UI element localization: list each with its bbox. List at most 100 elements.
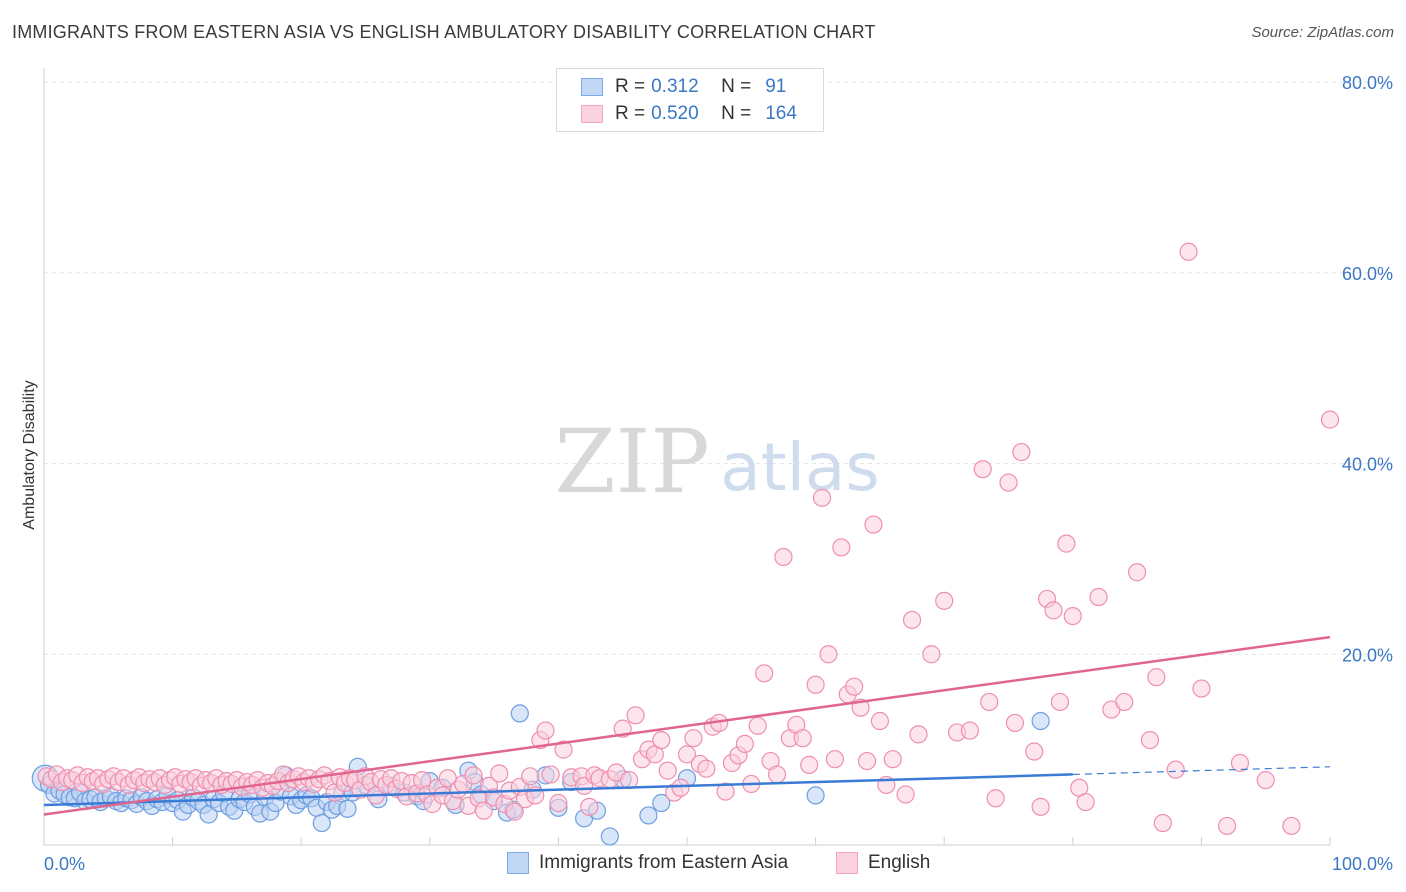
series-label-english: English bbox=[868, 852, 931, 873]
point-english bbox=[464, 766, 483, 785]
point-english bbox=[620, 771, 639, 790]
point-english bbox=[767, 765, 787, 784]
series-swatch-eastern-asia bbox=[507, 852, 529, 874]
legend-row-english: R = 0.520 N = 164 bbox=[581, 102, 797, 126]
series-legend-eastern-asia: Immigrants from Eastern Asia bbox=[507, 852, 788, 874]
point-english bbox=[536, 721, 555, 740]
tick-labels: 20.0% 40.0% 60.0% 80.0% 0.0% 100.0% bbox=[44, 73, 1393, 874]
point-english bbox=[1005, 713, 1025, 733]
point-english bbox=[960, 721, 980, 740]
correlation-legend: R = 0.312 N = 91 R = 0.520 N = 164 bbox=[556, 68, 824, 132]
trend-line-english bbox=[43, 635, 1331, 816]
point-english bbox=[755, 664, 774, 683]
series-legend-english: English bbox=[836, 852, 930, 874]
point-eastern-asia bbox=[639, 806, 658, 825]
point-english bbox=[658, 761, 677, 780]
data-points bbox=[31, 242, 1340, 846]
point-eastern-asia bbox=[1031, 711, 1050, 731]
point-english bbox=[1218, 816, 1237, 836]
point-english bbox=[1230, 753, 1250, 773]
point-english bbox=[684, 729, 703, 748]
point-english bbox=[1031, 797, 1050, 816]
series-swatch-english bbox=[836, 852, 858, 874]
point-english bbox=[864, 515, 883, 534]
point-english bbox=[1089, 587, 1108, 607]
axes bbox=[43, 68, 1331, 846]
watermark-zip: ZIP bbox=[554, 410, 709, 513]
point-english bbox=[1115, 692, 1134, 712]
point-english bbox=[883, 750, 902, 769]
y-tick-label-2: 60.0% bbox=[1342, 264, 1393, 284]
point-english bbox=[626, 706, 645, 725]
legend-n-label: N = bbox=[721, 103, 752, 124]
point-english bbox=[1320, 410, 1340, 429]
point-english bbox=[549, 793, 568, 813]
x-tick-label-max: 100.0% bbox=[1332, 854, 1393, 874]
point-eastern-asia bbox=[652, 793, 671, 813]
y-tick-label-0: 20.0% bbox=[1342, 645, 1393, 665]
legend-r-label: R = bbox=[615, 76, 646, 97]
legend-n-value: 164 bbox=[765, 103, 797, 124]
legend-r-value: 0.520 bbox=[651, 103, 699, 124]
point-eastern-asia bbox=[510, 704, 529, 723]
point-english bbox=[819, 645, 838, 664]
point-english bbox=[1012, 442, 1031, 462]
trend-lines bbox=[43, 635, 1331, 816]
series-label-eastern-asia: Immigrants from Eastern Asia bbox=[539, 852, 789, 873]
point-eastern-asia bbox=[600, 827, 619, 846]
legend-swatch-eastern-asia bbox=[581, 78, 603, 96]
legend-row-eastern-asia: R = 0.312 N = 91 bbox=[581, 75, 786, 99]
point-english bbox=[1044, 601, 1063, 620]
point-english bbox=[812, 488, 832, 507]
point-english bbox=[677, 745, 697, 764]
point-english bbox=[922, 645, 941, 664]
point-english bbox=[973, 460, 992, 479]
legend-swatch-english bbox=[581, 105, 603, 123]
source-label: Source: ZipAtlas.com bbox=[1251, 24, 1394, 41]
point-english bbox=[1179, 242, 1198, 261]
point-english bbox=[909, 725, 928, 744]
point-english bbox=[1140, 730, 1160, 750]
legend-r-value: 0.312 bbox=[651, 76, 699, 97]
trend-line-eastern-asia bbox=[43, 773, 1073, 807]
grid-lines bbox=[44, 81, 1392, 655]
point-english bbox=[806, 675, 825, 694]
point-english bbox=[1282, 816, 1301, 836]
point-english bbox=[735, 734, 754, 754]
point-english bbox=[1127, 563, 1147, 582]
point-english bbox=[1166, 760, 1185, 779]
watermark-atlas: atlas bbox=[720, 429, 880, 506]
point-english bbox=[935, 591, 954, 610]
point-english bbox=[902, 610, 922, 630]
point-english bbox=[490, 764, 509, 783]
point-eastern-asia bbox=[338, 799, 357, 818]
point-english bbox=[1147, 668, 1166, 687]
point-english bbox=[716, 782, 735, 801]
point-english bbox=[1192, 679, 1211, 698]
point-english bbox=[748, 716, 767, 735]
point-english bbox=[1050, 692, 1070, 712]
point-english bbox=[474, 801, 493, 820]
point-english bbox=[832, 538, 851, 557]
series-legend: Immigrants from Eastern Asia English bbox=[0, 852, 1406, 878]
point-english bbox=[896, 785, 915, 804]
point-english bbox=[671, 778, 690, 797]
point-english bbox=[1063, 606, 1082, 626]
point-english bbox=[1025, 742, 1044, 761]
point-english bbox=[1153, 813, 1172, 833]
point-english bbox=[793, 729, 812, 748]
legend-n-label: N = bbox=[721, 76, 752, 97]
point-english bbox=[652, 730, 671, 750]
x-tick-label-min: 0.0% bbox=[44, 854, 85, 874]
y-tick-label-1: 40.0% bbox=[1342, 455, 1393, 475]
legend-n-value: 91 bbox=[765, 76, 787, 97]
point-english bbox=[986, 789, 1005, 808]
point-english bbox=[825, 750, 844, 769]
point-english bbox=[505, 802, 524, 821]
trend-line-eastern-asia-projection bbox=[1072, 766, 1331, 776]
point-english bbox=[800, 755, 819, 774]
point-eastern-asia bbox=[806, 786, 825, 805]
point-english bbox=[845, 677, 864, 696]
point-english bbox=[554, 740, 573, 759]
point-english bbox=[870, 711, 890, 731]
